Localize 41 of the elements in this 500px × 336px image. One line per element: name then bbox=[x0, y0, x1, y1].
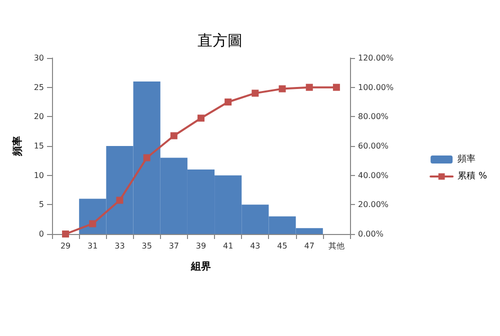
x-tick-label: 37 bbox=[168, 242, 180, 250]
x-tick-label: 45 bbox=[277, 242, 288, 250]
y2-tick-label: 60.00% bbox=[358, 142, 389, 150]
point bbox=[252, 90, 259, 97]
point bbox=[198, 114, 204, 122]
x-tick-label: 29 bbox=[60, 242, 71, 250]
x-tick-label: 其他 bbox=[328, 242, 344, 250]
y-tick-label: 15 bbox=[34, 142, 44, 150]
x-tick-label: 47 bbox=[304, 242, 314, 250]
point bbox=[306, 84, 313, 91]
x-axis-title: 組界 bbox=[190, 260, 211, 272]
x-tick-label: 43 bbox=[250, 242, 260, 250]
point bbox=[143, 154, 150, 162]
x-tick-label: 35 bbox=[142, 242, 152, 250]
point bbox=[89, 220, 96, 228]
point bbox=[332, 84, 340, 91]
point bbox=[62, 230, 70, 238]
y-tick-label: 5 bbox=[38, 200, 44, 210]
y-tick-label: 20 bbox=[34, 112, 44, 122]
legend-label: 頻率 bbox=[458, 154, 476, 164]
y-tick-label: 30 bbox=[34, 54, 44, 62]
x-tick-label: 41 bbox=[222, 242, 234, 250]
y2-tick-label: 100.00% bbox=[358, 82, 394, 92]
y2-tick-label: 120.00% bbox=[358, 54, 394, 62]
y-tick-label: 10 bbox=[34, 170, 44, 180]
point bbox=[116, 196, 124, 204]
y2-tick-label: 40.00% bbox=[358, 170, 389, 180]
y-tick-label: 0 bbox=[38, 230, 44, 238]
y2-tick-label: 0.00% bbox=[358, 230, 384, 238]
y-axis-title: 頻率 bbox=[11, 136, 24, 157]
x-tick-label: 33 bbox=[114, 242, 125, 250]
y2-tick-label: 20.00% bbox=[358, 200, 389, 210]
x-tick-label: 39 bbox=[196, 242, 206, 250]
point bbox=[278, 85, 286, 92]
point bbox=[224, 98, 232, 106]
chart-title: 直方圖 bbox=[198, 32, 242, 50]
legend-label: 累積 % bbox=[458, 170, 488, 182]
point bbox=[170, 132, 178, 140]
x-tick-label: 31 bbox=[88, 242, 98, 250]
y-tick-label: 25 bbox=[34, 82, 44, 92]
y2-tick-label: 80.00% bbox=[358, 112, 389, 122]
